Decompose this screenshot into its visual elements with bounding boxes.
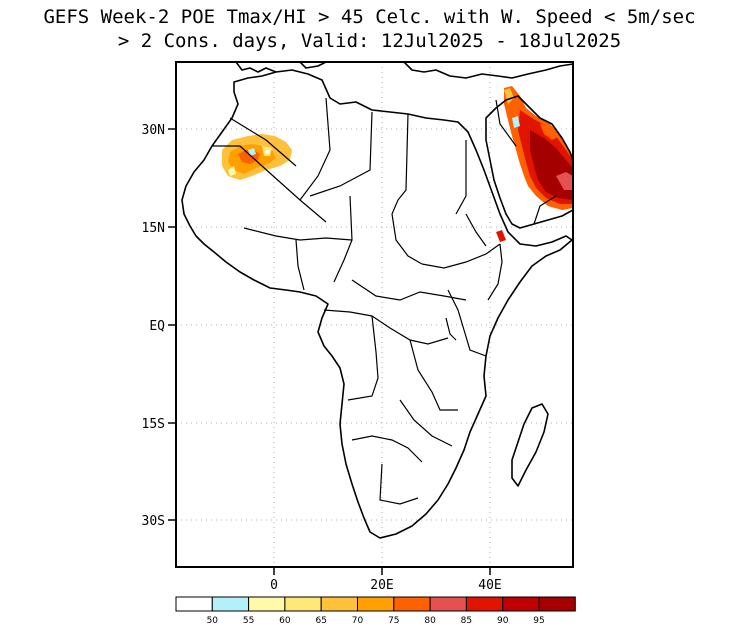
shade-90-eritrea xyxy=(496,230,506,242)
coastlines xyxy=(181,62,573,539)
latitude-labels: 30N 15N EQ 15S 30S xyxy=(142,123,166,529)
shade-55 xyxy=(248,148,256,156)
lon-label-0: 0 xyxy=(270,578,278,593)
map-frame xyxy=(175,61,574,568)
shade-60 xyxy=(228,166,236,176)
colorbar-label: 55 xyxy=(243,616,254,626)
lat-label-15s: 15S xyxy=(142,417,165,432)
lat-label-15n: 15N xyxy=(142,221,165,236)
shade-85 xyxy=(556,172,573,190)
shade-50 xyxy=(265,150,270,154)
tick-marks xyxy=(168,128,491,575)
colorbar-label: 90 xyxy=(497,616,509,626)
colorbar-swatch xyxy=(211,596,250,612)
lon-label-40e: 40E xyxy=(478,578,501,593)
colorbar-swatch xyxy=(248,596,286,612)
colorbar-label: 80 xyxy=(424,616,436,626)
map-title-line-2: > 2 Cons. days, Valid: 12Jul2025 - 18Jul… xyxy=(117,30,622,52)
lat-label-eq: EQ xyxy=(149,319,165,334)
shade-70 xyxy=(504,88,514,104)
colorbar-label: 75 xyxy=(388,616,399,626)
poe-shading-arabia xyxy=(496,86,573,242)
shade-80-b xyxy=(540,124,560,140)
colorbar-label: 65 xyxy=(315,616,326,626)
colorbar-swatch xyxy=(538,596,576,612)
lat-label-30n: 30N xyxy=(142,123,165,138)
colorbar-swatch xyxy=(429,596,467,612)
colorbar-swatch xyxy=(502,596,540,612)
colorbar-label: 70 xyxy=(352,616,364,626)
lat-label-30s: 30S xyxy=(142,514,165,529)
colorbar-swatch xyxy=(175,596,213,612)
lon-label-20e: 20E xyxy=(370,578,393,593)
colorbar-swatch xyxy=(320,596,359,612)
country-borders xyxy=(212,97,557,505)
colorbar: 50 55 60 65 70 75 80 85 90 95 xyxy=(175,596,576,626)
colorbar-label: 85 xyxy=(461,616,472,626)
colorbar-label: 95 xyxy=(533,616,544,626)
map-title-line-1: GEFS Week-2 POE Tmax/HI > 45 Celc. with … xyxy=(43,6,696,28)
shade-55 xyxy=(512,116,520,128)
colorbar-swatch xyxy=(393,596,431,612)
colorbar-label: 60 xyxy=(279,616,291,626)
colorbar-swatch xyxy=(465,596,504,612)
colorbar-swatch xyxy=(284,596,322,612)
colorbar-label: 50 xyxy=(207,616,219,626)
longitude-labels: 0 20E 40E xyxy=(270,578,502,593)
graticule xyxy=(176,62,573,567)
colorbar-swatch xyxy=(357,596,395,612)
